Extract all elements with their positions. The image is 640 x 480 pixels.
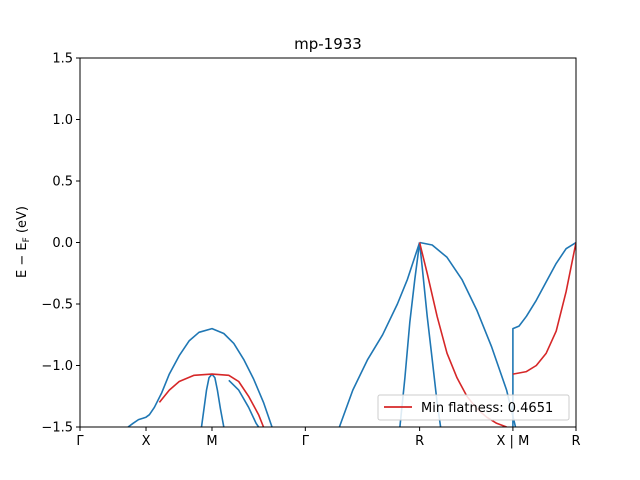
band-line-1 (228, 379, 260, 427)
legend: Min flatness: 0.4651 (377, 394, 570, 421)
y-tick-label: −0.5 (41, 298, 73, 313)
band-line-8 (158, 373, 265, 427)
band-line-7 (512, 241, 576, 427)
x-tick-label: X | M (497, 434, 530, 449)
y-tick-label: −1.0 (41, 359, 73, 374)
band-line-2 (200, 373, 225, 427)
x-tick-label: Γ (76, 434, 84, 449)
band-line-3 (338, 242, 421, 427)
band-line-6 (399, 242, 421, 427)
band-line-10 (512, 242, 576, 375)
x-tick-label: M (206, 434, 217, 449)
x-axis-ticks: Γ X M Γ R X | M R (76, 427, 581, 449)
y-axis-label: E − EF (eV) (15, 206, 32, 278)
y-tick-label: 1.0 (52, 113, 73, 128)
band-line-4 (419, 241, 517, 427)
band-line-0 (127, 327, 273, 427)
y-tick-label: 1.5 (52, 52, 73, 67)
y-tick-label: 0.0 (52, 236, 73, 251)
y-tick-label: −1.5 (41, 421, 73, 436)
chart-title: mp-1933 (294, 35, 362, 53)
y-axis-ticks: −1.5 −1.0 −0.5 0.0 0.5 1.0 1.5 (41, 52, 80, 436)
legend-label: Min flatness: 0.4651 (421, 401, 553, 416)
x-tick-label: X (142, 434, 151, 449)
x-tick-label: R (415, 434, 424, 449)
x-tick-label: Γ (302, 434, 310, 449)
x-tick-label: R (571, 434, 580, 449)
legend-box (377, 394, 570, 421)
axes-frame (79, 57, 577, 428)
y-tick-label: 0.5 (52, 175, 73, 190)
